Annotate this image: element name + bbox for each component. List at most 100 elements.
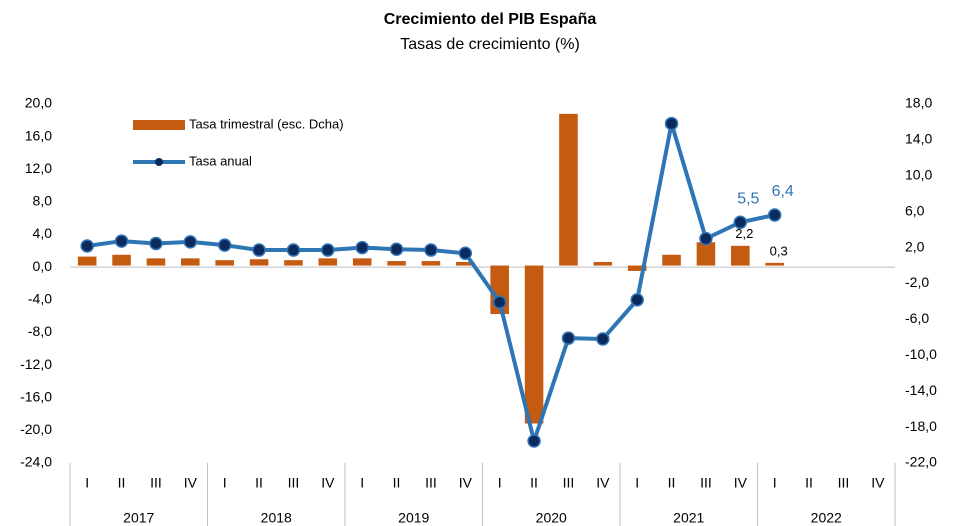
x-tick-label: I	[498, 475, 502, 491]
bar	[731, 245, 750, 266]
line-value-label: 5,5	[737, 191, 759, 208]
bar	[524, 265, 544, 424]
y-tick-label: -24,0	[20, 454, 52, 470]
bar	[696, 242, 716, 266]
year-label: 2021	[673, 510, 704, 526]
year-label: 2022	[811, 510, 842, 526]
y-tick-label: -20,0	[20, 421, 52, 437]
y-tick-label: 4,0	[33, 225, 53, 241]
x-tick-label: II	[393, 475, 401, 491]
bar	[765, 262, 784, 266]
chart-subtitle: Tasas de crecimiento (%)	[400, 36, 580, 53]
y2-tick-label: 18,0	[905, 95, 932, 111]
bar	[181, 258, 200, 266]
y2-tick-label: 6,0	[905, 202, 925, 218]
x-tick-label: II	[255, 475, 263, 491]
line-marker	[286, 243, 301, 257]
line-marker	[149, 236, 163, 251]
y2-tick-label: -6,0	[905, 310, 929, 326]
line-marker	[630, 293, 644, 307]
legend-marker	[155, 158, 163, 166]
y-tick-label: -4,0	[28, 291, 52, 307]
legend-label: Tasa anual	[189, 153, 252, 168]
y-tick-label: -16,0	[20, 388, 52, 404]
x-tick-label: III	[838, 475, 850, 491]
line-marker	[424, 243, 438, 257]
bar-value-label: 0,3	[770, 243, 788, 258]
line-marker	[183, 235, 198, 249]
legend-swatch	[133, 120, 185, 130]
y2-tick-label: -10,0	[905, 346, 937, 362]
line-marker	[252, 243, 266, 257]
y-tick-label: 0,0	[33, 258, 53, 274]
chart-title: Crecimiento del PIB España	[384, 11, 597, 28]
x-tick-label: II	[118, 475, 126, 491]
year-label: 2020	[536, 510, 567, 526]
line-marker	[492, 295, 507, 310]
y2-tick-label: -18,0	[905, 418, 937, 434]
x-tick-label: I	[223, 475, 227, 491]
y-tick-label: 12,0	[25, 160, 52, 176]
x-tick-label: III	[700, 475, 712, 491]
y-tick-label: 8,0	[33, 193, 53, 209]
bar	[456, 261, 475, 266]
x-tick-label: I	[360, 475, 364, 491]
year-label: 2018	[261, 510, 292, 526]
line-marker	[596, 332, 610, 346]
line-marker	[767, 208, 782, 222]
y2-tick-label: -22,0	[905, 454, 937, 470]
bar	[215, 260, 234, 266]
x-tick-label: IV	[871, 475, 885, 491]
bar	[146, 258, 166, 266]
bar	[387, 261, 406, 266]
y-tick-label: 20,0	[25, 95, 52, 111]
bar	[627, 265, 647, 271]
line-marker	[699, 231, 713, 246]
line-value-label: 6,4	[772, 183, 794, 200]
y2-tick-label: 2,0	[905, 238, 925, 254]
x-tick-label: IV	[459, 475, 473, 491]
x-tick-label: I	[635, 475, 639, 491]
line-marker	[733, 215, 748, 230]
line-marker	[561, 331, 576, 345]
x-tick-label: I	[773, 475, 777, 491]
line-marker	[664, 116, 679, 131]
x-tick-label: III	[150, 475, 162, 491]
x-tick-label: IV	[734, 475, 748, 491]
year-label: 2019	[398, 510, 429, 526]
x-tick-label: IV	[184, 475, 198, 491]
bar	[421, 261, 441, 266]
x-tick-label: II	[668, 475, 676, 491]
legend-label: Tasa trimestral (esc. Dcha)	[189, 116, 344, 131]
year-label: 2017	[123, 510, 154, 526]
y2-tick-label: 10,0	[905, 167, 932, 183]
line-marker	[458, 246, 473, 261]
x-tick-label: I	[85, 475, 89, 491]
line-marker	[80, 239, 94, 253]
x-tick-label: III	[425, 475, 437, 491]
bar	[77, 256, 97, 266]
y2-tick-label: 14,0	[905, 131, 932, 147]
bar	[112, 254, 131, 266]
x-tick-label: IV	[321, 475, 335, 491]
line	[86, 121, 776, 443]
y2-tick-label: -14,0	[905, 382, 937, 398]
bar-value-label: 2,2	[735, 226, 753, 241]
x-tick-label: III	[563, 475, 575, 491]
x-tick-label: II	[530, 475, 538, 491]
y-tick-label: -8,0	[28, 323, 52, 339]
bar	[318, 258, 338, 266]
y2-tick-label: -2,0	[905, 274, 929, 290]
bar	[249, 259, 269, 266]
x-tick-label: III	[288, 475, 300, 491]
x-tick-label: II	[805, 475, 813, 491]
bar	[662, 254, 681, 266]
line-marker	[217, 238, 232, 252]
line-marker	[114, 234, 129, 248]
bar	[352, 258, 372, 266]
y-tick-label: 16,0	[25, 127, 52, 143]
bar	[284, 260, 303, 266]
bar	[559, 113, 578, 266]
line-marker	[389, 242, 404, 256]
